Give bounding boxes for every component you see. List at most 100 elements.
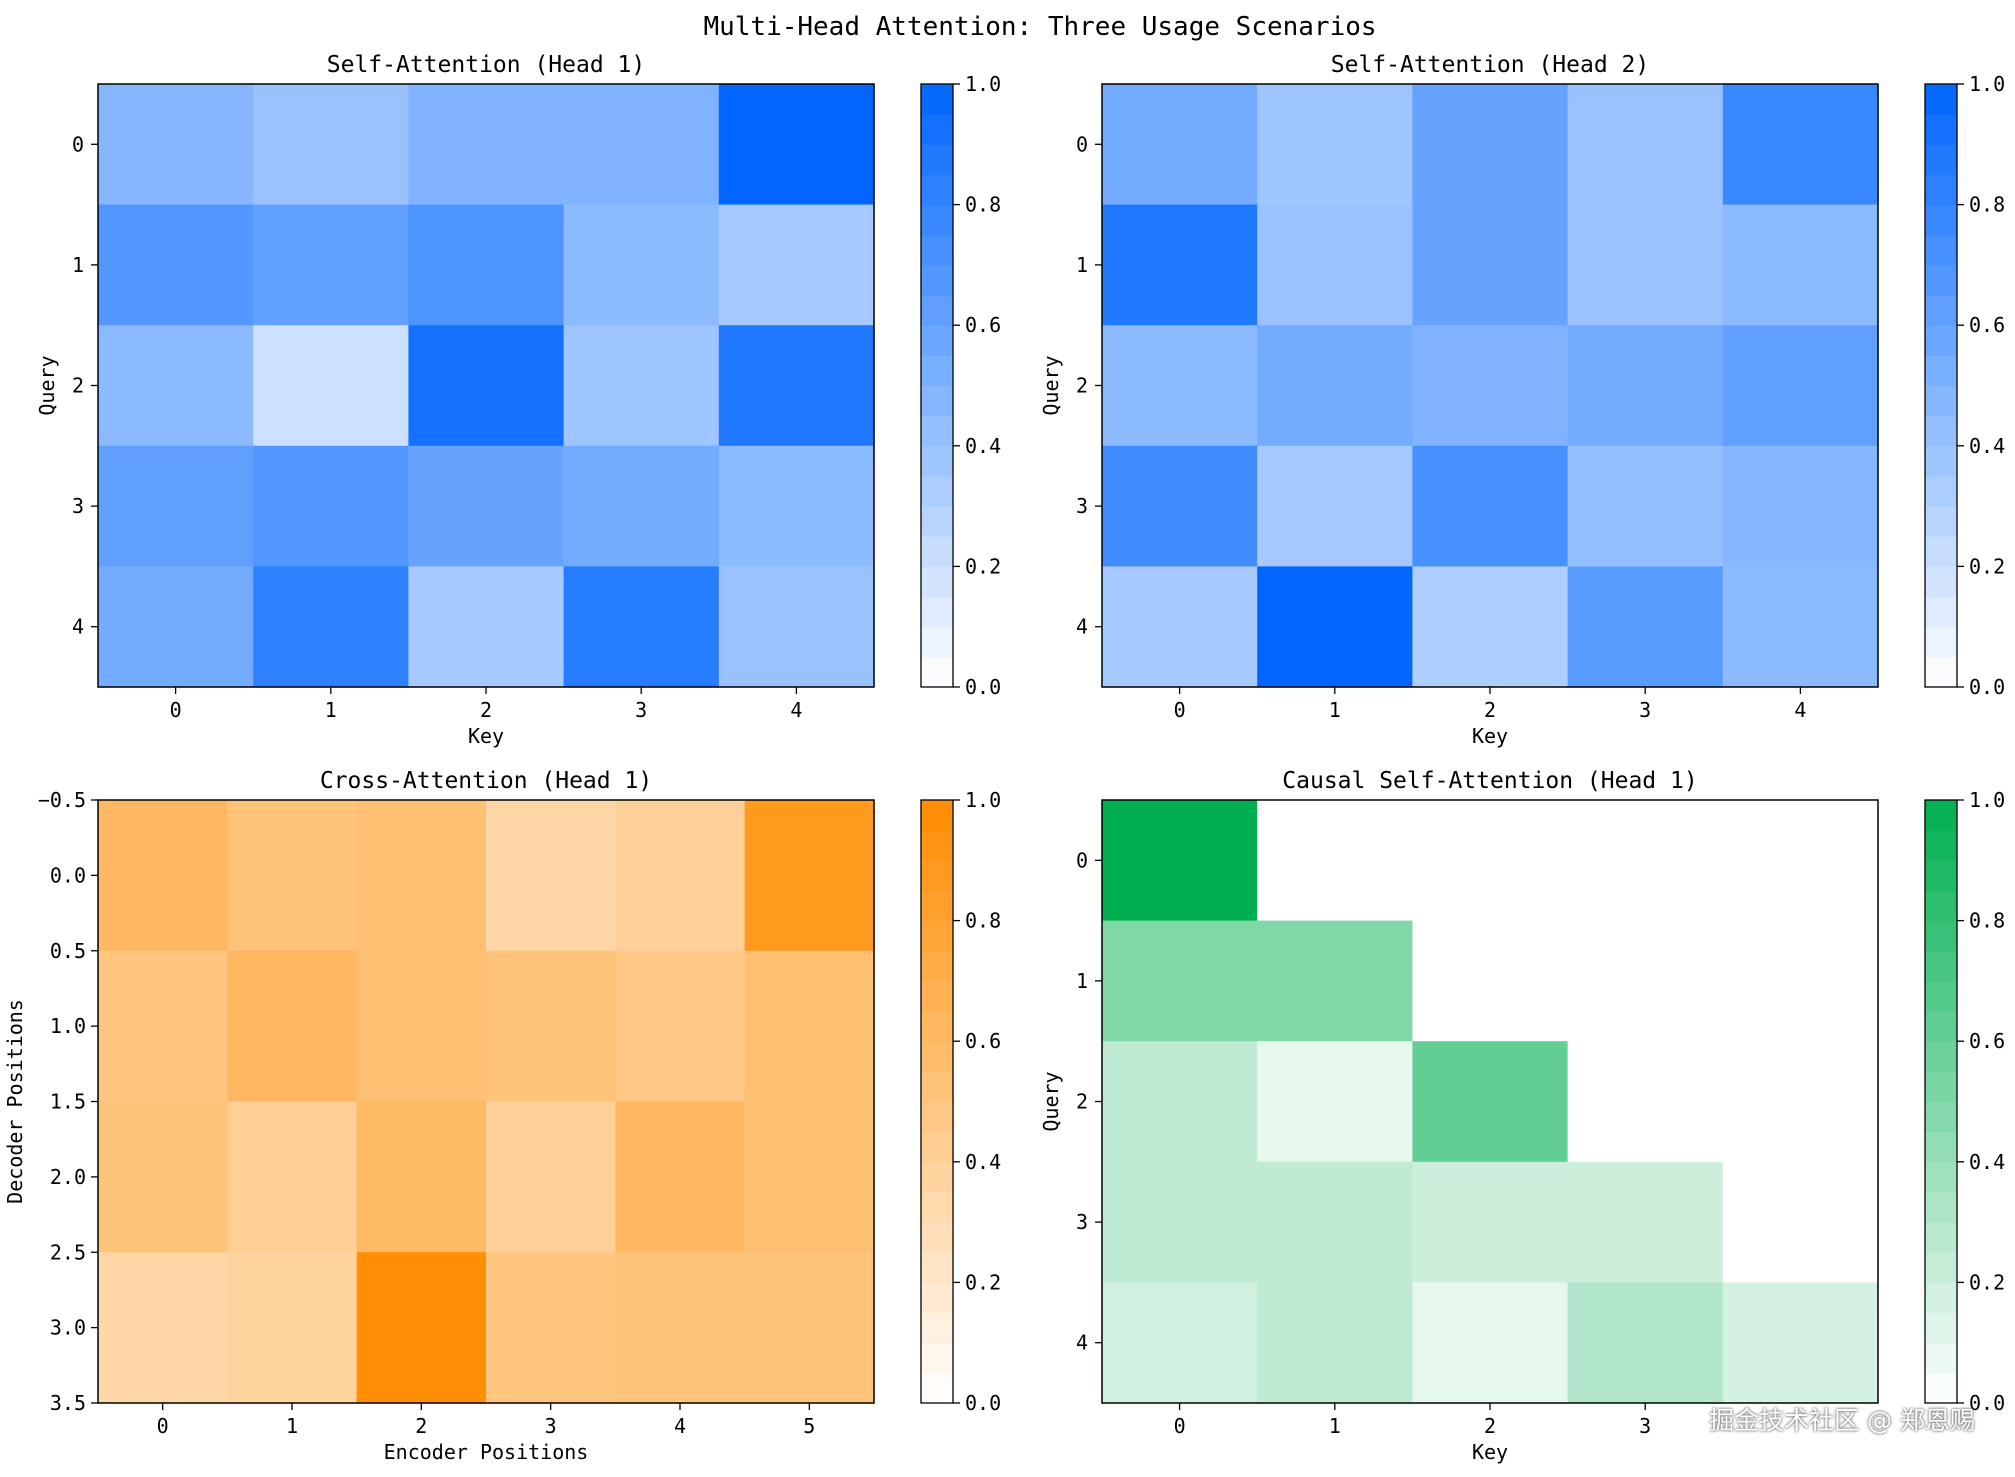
heatmap-cell bbox=[563, 84, 720, 206]
heatmap-cell bbox=[1257, 325, 1413, 447]
y-tick-label: −0.5 bbox=[38, 788, 86, 812]
y-axis-label: Decoder Positions bbox=[3, 999, 27, 1204]
heatmap-cell bbox=[1257, 920, 1413, 1042]
x-tick-label: 4 bbox=[790, 698, 802, 722]
colorbar-segment bbox=[1925, 204, 1957, 236]
colorbar-segment bbox=[921, 204, 953, 236]
colorbar-segment bbox=[1925, 536, 1957, 567]
heatmap-cell bbox=[1567, 325, 1724, 447]
heatmap-cell bbox=[227, 1101, 358, 1253]
colorbar-segment bbox=[1925, 1071, 1957, 1103]
heatmap-cell bbox=[253, 566, 409, 688]
y-tick-label: 3.5 bbox=[50, 1391, 86, 1415]
colorbar-segment bbox=[921, 1041, 953, 1072]
colorbar-segment bbox=[921, 830, 953, 861]
colorbar-segment bbox=[1925, 1011, 1957, 1042]
heatmap-cell bbox=[1102, 204, 1258, 326]
heatmap-cell bbox=[408, 204, 565, 326]
heatmap-cell bbox=[1257, 1161, 1413, 1283]
colorbar-segment bbox=[1925, 920, 1957, 952]
heatmap-cell bbox=[98, 950, 228, 1103]
colorbar: 0.0 0.2 0.4 0.6 0.8 1.0 bbox=[1924, 788, 2005, 1415]
x-tick-label: 0 bbox=[1174, 1414, 1186, 1438]
x-tick-label: 1 bbox=[325, 698, 337, 722]
colorbar-segment bbox=[1925, 596, 1957, 628]
watermark: 掘金技术社区 @ 郑恩赐 bbox=[1709, 1406, 1975, 1435]
colorbar-tick-label: 0.6 bbox=[965, 313, 1001, 337]
heatmap-cell bbox=[1102, 1161, 1258, 1283]
heatmap-cell bbox=[1257, 84, 1413, 206]
colorbar-segment bbox=[921, 295, 953, 326]
colorbar-segment bbox=[921, 325, 953, 356]
heatmap-cell bbox=[98, 325, 254, 447]
heatmap-cell bbox=[563, 325, 720, 447]
y-axis-label: Query bbox=[1039, 1071, 1063, 1131]
panel-title: Self-Attention (Head 2) bbox=[1331, 52, 1650, 78]
colorbar-segment bbox=[921, 385, 953, 417]
heatmap-cell bbox=[1722, 1282, 1879, 1404]
x-tick-label: 4 bbox=[674, 1414, 686, 1438]
colorbar-segment bbox=[1925, 626, 1957, 658]
colorbar-segment bbox=[921, 920, 953, 952]
colorbar-segment bbox=[1925, 860, 1957, 892]
heatmap-cell bbox=[1722, 84, 1879, 206]
heatmap-panel-3: Cross-Attention (Head 1) 0 1 2 3 4 5 Encoder Po… bbox=[3, 768, 1001, 1464]
colorbar-segment bbox=[1925, 234, 1957, 266]
heatmap-cell bbox=[1722, 920, 1879, 1042]
colorbar-segment bbox=[1925, 1372, 1957, 1404]
colorbar-frame bbox=[1924, 799, 1958, 1404]
heatmap-cell bbox=[615, 1252, 746, 1404]
x-tick-label: 0 bbox=[1174, 698, 1186, 722]
heatmap-cell bbox=[1722, 566, 1879, 688]
colorbar-segment bbox=[1925, 800, 1957, 831]
y-tick-label: 0 bbox=[72, 132, 84, 156]
y-axis-label: Query bbox=[1039, 355, 1063, 415]
colorbar-tick-label: 0.4 bbox=[1969, 1150, 2005, 1174]
heatmap-cell bbox=[1567, 1161, 1724, 1283]
colorbar-segment bbox=[1925, 295, 1957, 326]
colorbar-segment bbox=[1925, 1312, 1957, 1344]
x-tick-label: 1 bbox=[286, 1414, 298, 1438]
y-tick-label: 4 bbox=[1076, 1331, 1088, 1355]
heatmap-cell bbox=[408, 445, 565, 567]
heatmap-cell bbox=[1567, 84, 1724, 206]
colorbar-segment bbox=[921, 1191, 953, 1223]
colorbar-segment bbox=[921, 445, 953, 477]
colorbar-segment bbox=[921, 1071, 953, 1103]
y-tick-label: 1 bbox=[1076, 253, 1088, 277]
colorbar-tick-label: 0.2 bbox=[1969, 554, 2005, 578]
y-tick-label: 1.0 bbox=[50, 1014, 86, 1038]
chart-panels: Self-Attention (Head 1) 0 1 2 3 4 Key 0 1 2 3 4 Quer… bbox=[3, 52, 2005, 1464]
x-tick-label: 2 bbox=[1484, 698, 1496, 722]
heatmap-cell bbox=[1257, 445, 1413, 567]
heatmap-cell bbox=[98, 204, 254, 326]
colorbar-segment bbox=[1925, 950, 1957, 982]
colorbar-frame bbox=[920, 83, 954, 688]
colorbar-segment bbox=[921, 1252, 953, 1283]
heatmap-cell bbox=[718, 84, 875, 206]
colorbar-segment bbox=[1925, 445, 1957, 477]
colorbar-segment bbox=[921, 1222, 953, 1253]
heatmap-cell bbox=[227, 800, 358, 952]
colorbar-segment bbox=[1925, 980, 1957, 1012]
x-tick-label: 4 bbox=[1794, 698, 1806, 722]
colorbar-tick-label: 0.2 bbox=[965, 554, 1001, 578]
heatmap-cell bbox=[1567, 566, 1724, 688]
heatmap-cell bbox=[1102, 325, 1258, 447]
colorbar-segment bbox=[921, 114, 953, 145]
heatmap-cell bbox=[1567, 204, 1724, 326]
colorbar-frame bbox=[920, 799, 954, 1404]
heatmap-cell bbox=[718, 566, 875, 688]
heatmap-cell bbox=[563, 445, 720, 567]
heatmap-cell bbox=[1412, 1282, 1569, 1404]
colorbar-segment bbox=[921, 980, 953, 1012]
colorbar-segment bbox=[921, 1011, 953, 1042]
heatmap-cell bbox=[253, 445, 409, 567]
colorbar-tick-label: 1.0 bbox=[1969, 72, 2005, 96]
heatmap-cell bbox=[1567, 920, 1724, 1042]
colorbar-segment bbox=[1925, 656, 1957, 688]
heatmap-cell bbox=[253, 84, 409, 206]
colorbar-tick-label: 0.8 bbox=[965, 909, 1001, 933]
heatmap-cell bbox=[486, 1101, 616, 1253]
heatmap-cell bbox=[98, 84, 254, 206]
